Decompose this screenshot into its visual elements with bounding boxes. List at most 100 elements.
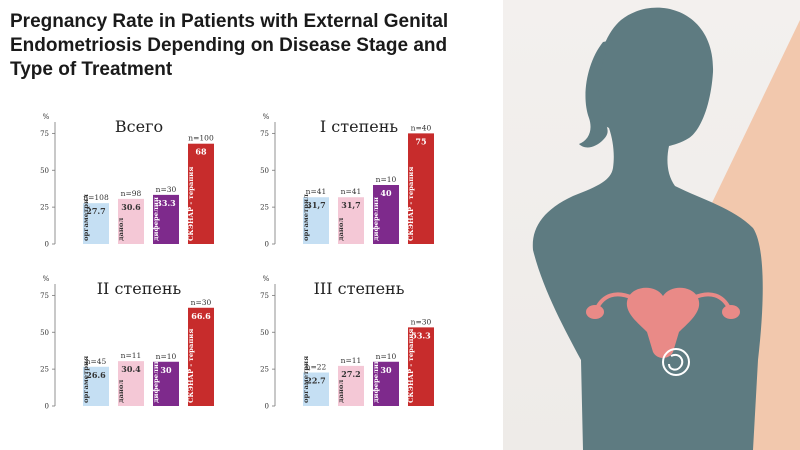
- category-label: данол: [337, 380, 345, 403]
- bar-danol: [118, 361, 144, 406]
- fetus-icon: [662, 348, 690, 376]
- y-axis-unit-label: %: [43, 275, 50, 283]
- uterus-icon: [586, 287, 740, 358]
- category-label: СКЭНАР - терапия: [407, 329, 415, 403]
- bar-value-label: 31,7: [306, 200, 325, 210]
- sample-size-label: n=10: [376, 352, 397, 361]
- category-label: СКЭНАР - терапия: [187, 167, 195, 241]
- y-tick-label: 0: [265, 403, 269, 411]
- category-label: оргаметрил: [302, 194, 310, 241]
- category-label: диферелин: [152, 359, 160, 403]
- category-label: СКЭНАР - терапия: [187, 329, 195, 403]
- bar-value-label: 33.3: [156, 198, 176, 208]
- sample-size-label: n=45: [86, 357, 107, 366]
- bar-value-label: 66.6: [191, 311, 211, 321]
- bar-value-label: 30: [160, 365, 172, 375]
- y-tick-label: 25: [260, 204, 269, 212]
- y-tick-label: 50: [40, 167, 49, 175]
- bar-value-label: 30: [380, 365, 392, 375]
- sample-size-label: n=41: [306, 187, 327, 196]
- sample-size-label: n=30: [191, 298, 212, 307]
- bar-diferelin: [373, 185, 399, 244]
- y-tick-label: 0: [45, 403, 49, 411]
- category-label: СКЭНАР - терапия: [407, 167, 415, 241]
- chart-panel-stage-2: % 0 25 50 75 II степень n=45 26.6 оргаметрия n=11…: [35, 270, 275, 430]
- sample-size-label: n=10: [376, 175, 397, 184]
- y-axis-unit-label: %: [263, 275, 270, 283]
- bar-scenar: [408, 133, 434, 244]
- bar-value-label: 26.6: [86, 370, 106, 380]
- bar-orgametril: [303, 372, 329, 406]
- silhouette-icon: [532, 7, 763, 450]
- bar-value-label: 68: [195, 147, 207, 157]
- y-tick-label: 75: [260, 130, 269, 138]
- bar-value-label: 75: [415, 136, 426, 146]
- bar-scenar: [188, 307, 214, 406]
- category-label: оргаметрия: [82, 356, 90, 403]
- y-tick-label: 50: [260, 167, 269, 175]
- sample-size-label: n=30: [156, 185, 177, 194]
- category-label: диферелин: [152, 197, 160, 241]
- y-tick-label: 25: [40, 366, 49, 374]
- chart-panel-total: % 0 25 50 75 Всего n=108 27.7 оргаметрил n=98 30.6…: [35, 108, 275, 268]
- bar-danol: [338, 365, 364, 406]
- bar-value-label: 27.7: [86, 206, 105, 216]
- woman-silhouette-illustration: [532, 7, 800, 450]
- sample-size-label: n=41: [341, 187, 362, 196]
- category-label: данол: [337, 218, 345, 241]
- y-tick-label: 75: [40, 130, 49, 138]
- bar-value-label: 30.4: [121, 364, 141, 374]
- bar-value-label: 40: [380, 188, 392, 198]
- bar-danol: [118, 198, 144, 244]
- panel-title: I степень: [320, 117, 398, 136]
- bar-value-label: 30.6: [121, 202, 141, 212]
- category-label: диферелин: [372, 197, 380, 241]
- sample-size-label: n=108: [83, 193, 109, 202]
- bar-orgametril: [83, 203, 109, 244]
- sample-size-label: n=10: [156, 352, 177, 361]
- y-tick-label: 75: [40, 292, 49, 300]
- bar-diferelin: [153, 361, 179, 406]
- sample-size-label: n=40: [411, 123, 432, 132]
- sample-size-label: n=100: [188, 134, 214, 143]
- y-tick-label: 75: [260, 292, 269, 300]
- bar-value-label: 27.2: [341, 369, 360, 379]
- category-label: данол: [117, 380, 125, 403]
- bar-orgametril: [303, 197, 329, 244]
- bar-scenar: [408, 327, 434, 406]
- sample-size-label: n=22: [306, 363, 327, 372]
- category-label: оргаметрия: [302, 356, 310, 403]
- sample-size-label: n=11: [121, 351, 142, 360]
- bar-diferelin: [373, 361, 399, 406]
- panel-title: II степень: [97, 279, 182, 298]
- chart-panel-stage-3: % 0 25 50 75 III степень n=22 22.7 оргаметрия n=1…: [255, 270, 495, 430]
- y-tick-label: 0: [265, 241, 269, 249]
- bar-orgametril: [83, 366, 109, 406]
- chart-panel-stage-1: % 0 25 50 75 I степень n=41 31,7 оргаметрил n=41 3…: [255, 108, 495, 268]
- y-tick-label: 0: [45, 241, 49, 249]
- panel-title: Всего: [115, 117, 163, 136]
- bar-diferelin: [153, 194, 179, 244]
- sample-size-label: n=30: [411, 317, 432, 326]
- bar-danol: [338, 197, 364, 244]
- category-label: диферелин: [372, 359, 380, 403]
- illustration-panel: [503, 0, 800, 450]
- y-tick-label: 25: [260, 366, 269, 374]
- sample-size-label: n=11: [341, 356, 362, 365]
- bar-value-label: 31,7: [341, 200, 360, 210]
- category-label: оргаметрил: [82, 194, 90, 241]
- bar-value-label: 22.7: [306, 376, 325, 386]
- panel-title: III степень: [314, 279, 405, 298]
- sample-size-label: n=98: [121, 189, 142, 198]
- category-label: данол: [117, 218, 125, 241]
- y-tick-label: 50: [260, 329, 269, 337]
- chart-title: Pregnancy Rate in Patients with External…: [10, 11, 449, 80]
- y-axis-unit-label: %: [263, 113, 270, 121]
- y-tick-label: 25: [40, 204, 49, 212]
- y-tick-label: 50: [40, 329, 49, 337]
- bar-value-label: 53.3: [411, 330, 431, 340]
